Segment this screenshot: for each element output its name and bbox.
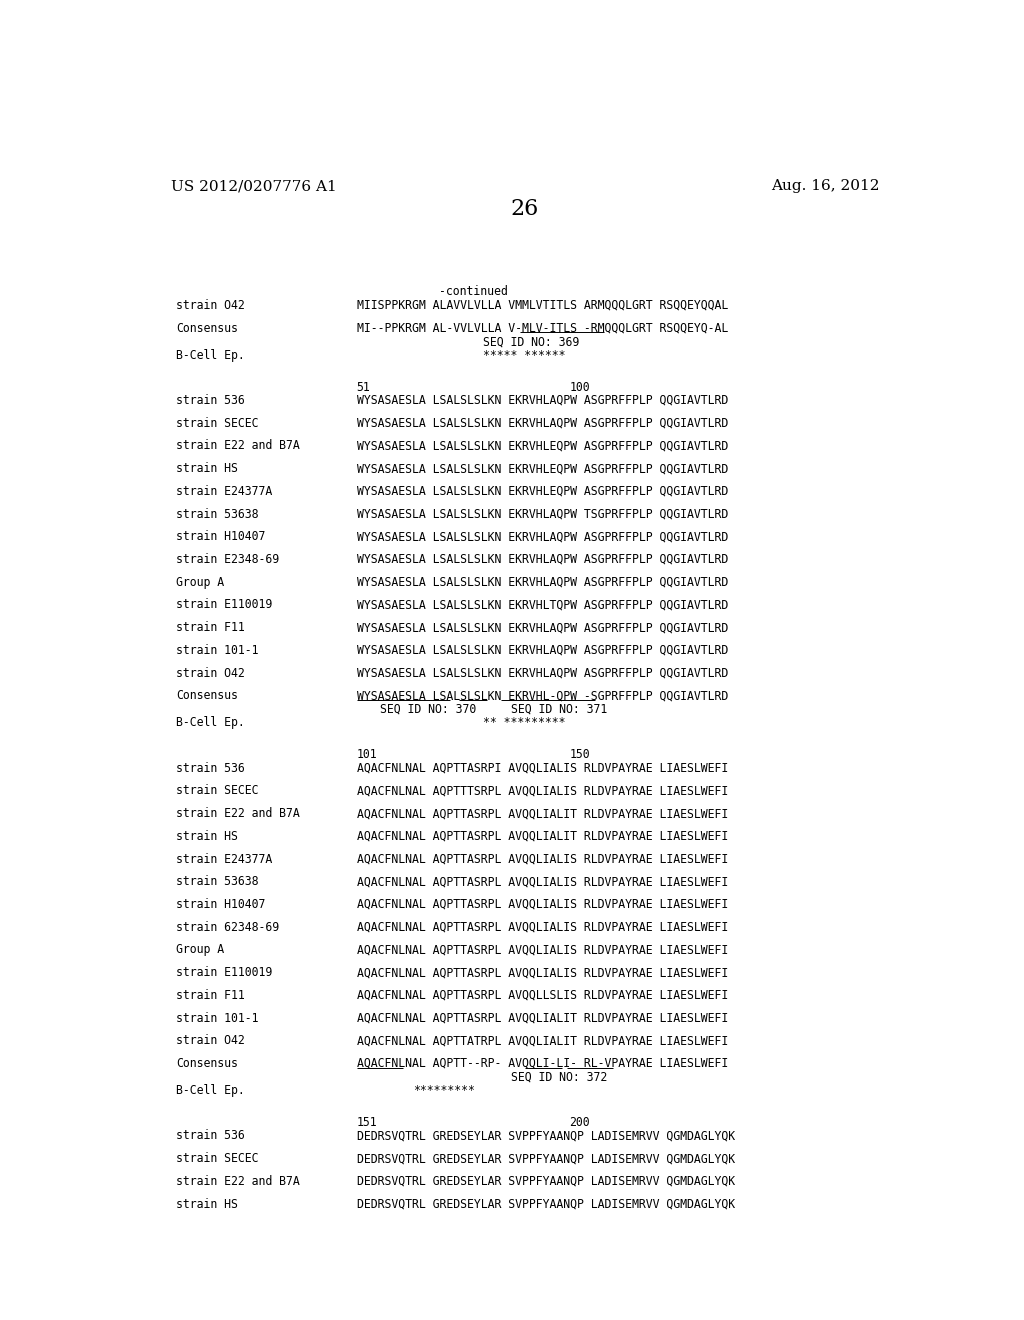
- Text: strain SECEC: strain SECEC: [176, 1152, 258, 1166]
- Text: AQACFNLNAL AQPTTASRPL AVQQLIALIT RLDVPAYRAE LIAESLWEFI: AQACFNLNAL AQPTTASRPL AVQQLIALIT RLDVPAY…: [356, 830, 728, 843]
- Text: strain 101-1: strain 101-1: [176, 644, 258, 657]
- Text: DEDRSVQTRL GREDSEYLAR SVPPFYAANQP LADISEMRVV QGMDAGLYQK: DEDRSVQTRL GREDSEYLAR SVPPFYAANQP LADISE…: [356, 1152, 735, 1166]
- Text: Group A: Group A: [176, 576, 224, 589]
- Text: strain E22 and B7A: strain E22 and B7A: [176, 1175, 300, 1188]
- Text: strain F11: strain F11: [176, 622, 245, 634]
- Text: AQACFNLNAL AQPTTASRPL AVQQLIALIS RLDVPAYRAE LIAESLWEFI: AQACFNLNAL AQPTTASRPL AVQQLIALIS RLDVPAY…: [356, 875, 728, 888]
- Text: SEQ ID NO: 370: SEQ ID NO: 370: [380, 702, 476, 715]
- Text: strain O42: strain O42: [176, 667, 245, 680]
- Text: strain 536: strain 536: [176, 395, 245, 407]
- Text: strain HS: strain HS: [176, 462, 238, 475]
- Text: strain E110019: strain E110019: [176, 598, 272, 611]
- Text: 101: 101: [356, 748, 377, 762]
- Text: AQACFNLNAL AQPTT--RP- AVQQLI-LI- RL-VPAYRAE LIAESLWEFI: AQACFNLNAL AQPTT--RP- AVQQLI-LI- RL-VPAY…: [356, 1057, 728, 1071]
- Text: AQACFNLNAL AQPTTASRPL AVQQLIALIT RLDVPAYRAE LIAESLWEFI: AQACFNLNAL AQPTTASRPL AVQQLIALIT RLDVPAY…: [356, 1011, 728, 1024]
- Text: WYSASAESLA LSALSLSLKN EKRVHLAQPW ASGPRFFPLP QQGIAVTLRD: WYSASAESLA LSALSLSLKN EKRVHLAQPW ASGPRFF…: [356, 553, 728, 566]
- Text: WYSASAESLA LSALSLSLKN EKRVHLAQPW ASGPRFFPLP QQGIAVTLRD: WYSASAESLA LSALSLSLKN EKRVHLAQPW ASGPRFF…: [356, 644, 728, 657]
- Text: WYSASAESLA LSALSLSLKN EKRVHLEQPW ASGPRFFPLP QQGIAVTLRD: WYSASAESLA LSALSLSLKN EKRVHLEQPW ASGPRFF…: [356, 462, 728, 475]
- Text: AQACFNLNAL AQPTTASRPI AVQQLIALIS RLDVPAYRAE LIAESLWEFI: AQACFNLNAL AQPTTASRPI AVQQLIALIS RLDVPAY…: [356, 762, 728, 775]
- Text: AQACFNLNAL AQPTTASRPL AVQQLIALIS RLDVPAYRAE LIAESLWEFI: AQACFNLNAL AQPTTASRPL AVQQLIALIS RLDVPAY…: [356, 944, 728, 957]
- Text: MI--PPKRGM AL-VVLVLLA V-MLV-ITLS -RMQQQLGRT RSQQEYQ-AL: MI--PPKRGM AL-VVLVLLA V-MLV-ITLS -RMQQQL…: [356, 322, 728, 335]
- Text: strain E22 and B7A: strain E22 and B7A: [176, 807, 300, 820]
- Text: Consensus: Consensus: [176, 1057, 238, 1071]
- Text: strain E2348-69: strain E2348-69: [176, 553, 280, 566]
- Text: Aug. 16, 2012: Aug. 16, 2012: [771, 180, 880, 193]
- Text: strain E24377A: strain E24377A: [176, 484, 272, 498]
- Text: Consensus: Consensus: [176, 689, 238, 702]
- Text: AQACFNLNAL AQPTTASRPL AVQQLLSLIS RLDVPAYRAE LIAESLWEFI: AQACFNLNAL AQPTTASRPL AVQQLLSLIS RLDVPAY…: [356, 989, 728, 1002]
- Text: WYSASAESLA LSALSLSLKN EKRVHLAQPW TSGPRFFPLP QQGIAVTLRD: WYSASAESLA LSALSLSLKN EKRVHLAQPW TSGPRFF…: [356, 508, 728, 520]
- Text: strain E22 and B7A: strain E22 and B7A: [176, 440, 300, 453]
- Text: ***** ******: ***** ******: [482, 348, 565, 362]
- Text: SEQ ID NO: 372: SEQ ID NO: 372: [511, 1071, 607, 1084]
- Text: strain HS: strain HS: [176, 830, 238, 843]
- Text: WYSASAESLA LSALSLSLKN EKRVHLTQPW ASGPRFFPLP QQGIAVTLRD: WYSASAESLA LSALSLSLKN EKRVHLTQPW ASGPRFF…: [356, 598, 728, 611]
- Text: SEQ ID NO: 369: SEQ ID NO: 369: [482, 335, 579, 348]
- Text: DEDRSVQTRL GREDSEYLAR SVPPFYAANQP LADISEMRVV QGMDAGLYQK: DEDRSVQTRL GREDSEYLAR SVPPFYAANQP LADISE…: [356, 1197, 735, 1210]
- Text: strain 536: strain 536: [176, 1130, 245, 1142]
- Text: AQACFNLNAL AQPTTATRPL AVQQLIALIT RLDVPAYRAE LIAESLWEFI: AQACFNLNAL AQPTTATRPL AVQQLIALIT RLDVPAY…: [356, 1035, 728, 1047]
- Text: AQACFNLNAL AQPTTASRPL AVQQLIALIT RLDVPAYRAE LIAESLWEFI: AQACFNLNAL AQPTTASRPL AVQQLIALIT RLDVPAY…: [356, 807, 728, 820]
- Text: 200: 200: [569, 1115, 590, 1129]
- Text: strain SECEC: strain SECEC: [176, 784, 258, 797]
- Text: -continued: -continued: [439, 285, 508, 298]
- Text: DEDRSVQTRL GREDSEYLAR SVPPFYAANQP LADISEMRVV QGMDAGLYQK: DEDRSVQTRL GREDSEYLAR SVPPFYAANQP LADISE…: [356, 1175, 735, 1188]
- Text: 51: 51: [356, 380, 371, 393]
- Text: AQACFNLNAL AQPTTASRPL AVQQLIALIS RLDVPAYRAE LIAESLWEFI: AQACFNLNAL AQPTTASRPL AVQQLIALIS RLDVPAY…: [356, 898, 728, 911]
- Text: strain HS: strain HS: [176, 1197, 238, 1210]
- Text: 150: 150: [569, 748, 590, 762]
- Text: strain O42: strain O42: [176, 298, 245, 312]
- Text: Group A: Group A: [176, 944, 224, 957]
- Text: strain 536: strain 536: [176, 762, 245, 775]
- Text: strain E24377A: strain E24377A: [176, 853, 272, 866]
- Text: strain 53638: strain 53638: [176, 508, 258, 520]
- Text: strain H10407: strain H10407: [176, 531, 265, 544]
- Text: B-Cell Ep.: B-Cell Ep.: [176, 1084, 245, 1097]
- Text: WYSASAESLA LSALSLSLKN EKRVHLEQPW ASGPRFFPLP QQGIAVTLRD: WYSASAESLA LSALSLSLKN EKRVHLEQPW ASGPRFF…: [356, 484, 728, 498]
- Text: strain H10407: strain H10407: [176, 898, 265, 911]
- Text: strain 62348-69: strain 62348-69: [176, 921, 280, 933]
- Text: WYSASAESLA LSALSLSLKN EKRVHLAQPW ASGPRFFPLP QQGIAVTLRD: WYSASAESLA LSALSLSLKN EKRVHLAQPW ASGPRFF…: [356, 576, 728, 589]
- Text: AQACFNLNAL AQPTTASRPL AVQQLIALIS RLDVPAYRAE LIAESLWEFI: AQACFNLNAL AQPTTASRPL AVQQLIALIS RLDVPAY…: [356, 966, 728, 979]
- Text: strain O42: strain O42: [176, 1035, 245, 1047]
- Text: WYSASAESLA LSALSLSLKN EKRVHLAQPW ASGPRFFPLP QQGIAVTLRD: WYSASAESLA LSALSLSLKN EKRVHLAQPW ASGPRFF…: [356, 667, 728, 680]
- Text: AQACFNLNAL AQPTTTSRPL AVQQLIALIS RLDVPAYRAE LIAESLWEFI: AQACFNLNAL AQPTTTSRPL AVQQLIALIS RLDVPAY…: [356, 784, 728, 797]
- Text: *********: *********: [413, 1084, 474, 1097]
- Text: WYSASAESLA LSALSLSLKN EKRVHL-QPW -SGPRFFPLP QQGIAVTLRD: WYSASAESLA LSALSLSLKN EKRVHL-QPW -SGPRFF…: [356, 689, 728, 702]
- Text: strain E110019: strain E110019: [176, 966, 272, 979]
- Text: AQACFNLNAL AQPTTASRPL AVQQLIALIS RLDVPAYRAE LIAESLWEFI: AQACFNLNAL AQPTTASRPL AVQQLIALIS RLDVPAY…: [356, 853, 728, 866]
- Text: 100: 100: [569, 380, 590, 393]
- Text: DEDRSVQTRL GREDSEYLAR SVPPFYAANQP LADISEMRVV QGMDAGLYQK: DEDRSVQTRL GREDSEYLAR SVPPFYAANQP LADISE…: [356, 1130, 735, 1142]
- Text: WYSASAESLA LSALSLSLKN EKRVHLAQPW ASGPRFFPLP QQGIAVTLRD: WYSASAESLA LSALSLSLKN EKRVHLAQPW ASGPRFF…: [356, 395, 728, 407]
- Text: 26: 26: [511, 198, 539, 220]
- Text: strain SECEC: strain SECEC: [176, 417, 258, 430]
- Text: ** *********: ** *********: [482, 717, 565, 729]
- Text: B-Cell Ep.: B-Cell Ep.: [176, 717, 245, 729]
- Text: WYSASAESLA LSALSLSLKN EKRVHLAQPW ASGPRFFPLP QQGIAVTLRD: WYSASAESLA LSALSLSLKN EKRVHLAQPW ASGPRFF…: [356, 622, 728, 634]
- Text: WYSASAESLA LSALSLSLKN EKRVHLAQPW ASGPRFFPLP QQGIAVTLRD: WYSASAESLA LSALSLSLKN EKRVHLAQPW ASGPRFF…: [356, 531, 728, 544]
- Text: WYSASAESLA LSALSLSLKN EKRVHLEQPW ASGPRFFPLP QQGIAVTLRD: WYSASAESLA LSALSLSLKN EKRVHLEQPW ASGPRFF…: [356, 440, 728, 453]
- Text: strain 101-1: strain 101-1: [176, 1011, 258, 1024]
- Text: 151: 151: [356, 1115, 377, 1129]
- Text: SEQ ID NO: 371: SEQ ID NO: 371: [511, 702, 607, 715]
- Text: strain F11: strain F11: [176, 989, 245, 1002]
- Text: AQACFNLNAL AQPTTASRPL AVQQLIALIS RLDVPAYRAE LIAESLWEFI: AQACFNLNAL AQPTTASRPL AVQQLIALIS RLDVPAY…: [356, 921, 728, 933]
- Text: US 2012/0207776 A1: US 2012/0207776 A1: [171, 180, 336, 193]
- Text: B-Cell Ep.: B-Cell Ep.: [176, 348, 245, 362]
- Text: Consensus: Consensus: [176, 322, 238, 335]
- Text: MIISPPKRGM ALAVVLVLLA VMMLVTITLS ARMQQQLGRT RSQQEYQQAL: MIISPPKRGM ALAVVLVLLA VMMLVTITLS ARMQQQL…: [356, 298, 728, 312]
- Text: strain 53638: strain 53638: [176, 875, 258, 888]
- Text: WYSASAESLA LSALSLSLKN EKRVHLAQPW ASGPRFFPLP QQGIAVTLRD: WYSASAESLA LSALSLSLKN EKRVHLAQPW ASGPRFF…: [356, 417, 728, 430]
